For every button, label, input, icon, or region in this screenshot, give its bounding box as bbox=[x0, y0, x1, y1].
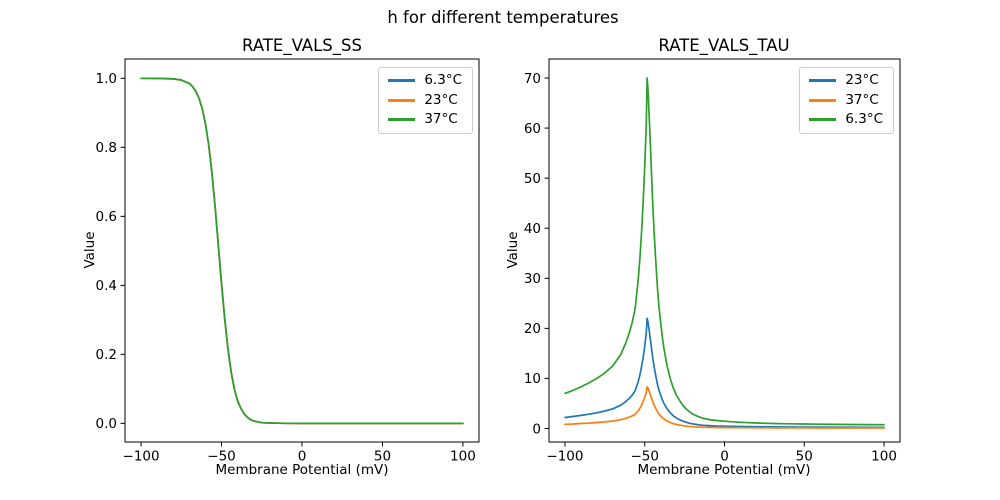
y-tick-label: 30 bbox=[524, 271, 541, 287]
legend-entry-label: 6.3°C bbox=[424, 72, 462, 89]
x-tick-label: 100 bbox=[450, 449, 476, 465]
x-tick-label: 0 bbox=[720, 449, 729, 465]
left-plot-ylabel: Value bbox=[82, 231, 98, 269]
series-line bbox=[564, 77, 885, 426]
left-plot-legend: 6.3°C 23°C 37°C bbox=[378, 67, 473, 134]
legend-line-swatch bbox=[809, 79, 837, 83]
x-tick-label: −50 bbox=[630, 449, 659, 465]
legend-entry-label: 37°C bbox=[424, 111, 458, 128]
right-plot-ylabel: Value bbox=[505, 231, 521, 269]
x-tick-label: −100 bbox=[546, 449, 583, 465]
right-plot-title: RATE_VALS_TAU bbox=[658, 36, 790, 55]
series-line bbox=[564, 385, 885, 429]
y-tick-label: 40 bbox=[524, 221, 541, 237]
y-tick-label: 0.4 bbox=[96, 278, 117, 294]
y-tick-label: 0.0 bbox=[96, 416, 117, 432]
right-plot-legend: 23°C 37°C 6.3°C bbox=[799, 67, 894, 134]
y-tick-label: 0.6 bbox=[96, 209, 117, 225]
x-tick-label: 100 bbox=[871, 449, 897, 465]
left-plot-title: RATE_VALS_SS bbox=[242, 36, 362, 55]
y-tick-label: 20 bbox=[524, 321, 541, 337]
legend-entry: 37°C bbox=[388, 112, 462, 128]
legend-entry: 6.3°C bbox=[809, 112, 883, 128]
legend-line-swatch bbox=[388, 98, 416, 102]
legend-entry-label: 23°C bbox=[424, 91, 458, 108]
y-tick-label: 0.2 bbox=[96, 347, 117, 363]
right-plot-xlabel: Membrane Potential (mV) bbox=[637, 462, 811, 478]
legend-entry: 37°C bbox=[809, 91, 883, 109]
y-tick-label: 70 bbox=[524, 71, 541, 87]
y-tick-label: 10 bbox=[524, 371, 541, 387]
legend-entry: 6.3°C bbox=[388, 73, 462, 89]
legend-entry-label: 23°C bbox=[845, 72, 879, 89]
y-tick-label: 0 bbox=[532, 421, 541, 437]
left-plot-xlabel: Membrane Potential (mV) bbox=[215, 462, 389, 478]
x-tick-label: 50 bbox=[796, 449, 813, 465]
y-tick-label: 50 bbox=[524, 171, 541, 187]
y-tick-label: 0.8 bbox=[96, 140, 117, 156]
x-tick-label: −100 bbox=[123, 449, 160, 465]
y-tick-label: 60 bbox=[524, 121, 541, 137]
legend-line-swatch bbox=[388, 79, 416, 83]
x-tick-label: 0 bbox=[298, 449, 307, 465]
figure-title: h for different temperatures bbox=[387, 8, 619, 27]
legend-entry-label: 37°C bbox=[845, 91, 879, 108]
x-tick-label: −50 bbox=[207, 449, 236, 465]
series-line bbox=[140, 77, 464, 425]
legend-entry: 23°C bbox=[388, 91, 462, 109]
legend-entry: 23°C bbox=[809, 73, 883, 89]
legend-line-swatch bbox=[809, 98, 837, 102]
series-line bbox=[564, 317, 885, 429]
legend-entry-label: 6.3°C bbox=[845, 111, 883, 128]
x-tick-label: 50 bbox=[374, 449, 391, 465]
y-tick-label: 1.0 bbox=[96, 71, 117, 87]
legend-line-swatch bbox=[809, 118, 837, 122]
legend-line-swatch bbox=[388, 118, 416, 122]
